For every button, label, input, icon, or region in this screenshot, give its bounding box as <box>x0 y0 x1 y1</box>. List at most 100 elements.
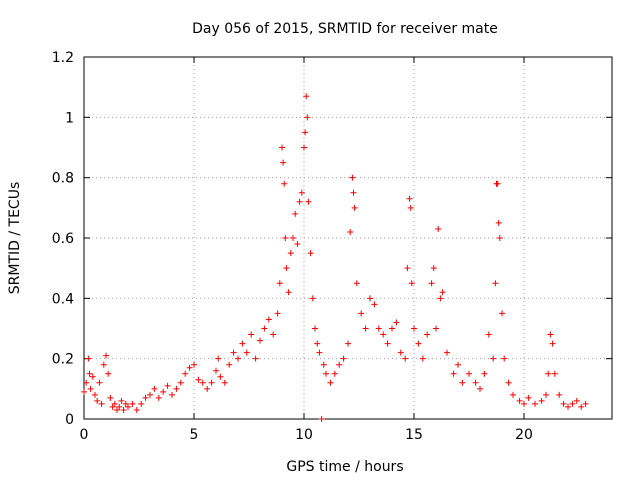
data-point <box>195 376 202 383</box>
data-point <box>302 129 309 136</box>
data-point <box>477 385 483 392</box>
data-point <box>433 325 439 332</box>
y-tick-label: 0.6 <box>52 231 74 247</box>
data-point <box>320 361 327 368</box>
data-point <box>204 385 211 392</box>
x-tick-labels: 0 5 10 15 20 <box>80 427 533 443</box>
data-point <box>407 204 414 211</box>
data-point <box>296 198 303 205</box>
data-point <box>455 361 461 368</box>
data-point <box>549 340 556 347</box>
data-point <box>125 403 131 410</box>
data-point <box>155 394 162 401</box>
y-tick-label: 0.8 <box>52 171 74 187</box>
data-point <box>294 241 301 248</box>
data-point <box>560 400 567 407</box>
data-point <box>252 355 259 362</box>
data-points <box>81 93 589 422</box>
x-tick-label: 20 <box>515 427 533 443</box>
data-point <box>83 379 90 386</box>
x-tick-label: 0 <box>80 427 89 443</box>
data-point <box>437 295 444 302</box>
data-point <box>235 355 241 362</box>
y-tick-label: 0.4 <box>52 291 74 307</box>
grid-lines <box>83 56 612 420</box>
data-point <box>525 394 532 401</box>
data-point <box>129 400 136 407</box>
y-tick-label: 0.2 <box>52 352 74 368</box>
data-point <box>182 370 189 377</box>
data-point <box>217 373 224 380</box>
data-point <box>261 325 268 332</box>
data-point <box>86 370 93 377</box>
data-point <box>307 250 314 257</box>
data-point <box>510 391 516 398</box>
data-point <box>582 400 589 407</box>
y-tick-label: 1 <box>65 110 74 126</box>
data-point <box>160 388 167 395</box>
y-axis-label: SRMTID / TECUs <box>7 182 23 295</box>
data-point <box>301 144 307 151</box>
data-point <box>389 325 395 332</box>
data-point <box>292 210 299 217</box>
data-point <box>481 370 488 377</box>
x-axis-label: GPS time / hours <box>286 459 403 475</box>
x-tick-label: 15 <box>405 427 423 443</box>
data-point <box>485 331 492 338</box>
data-point <box>103 352 109 359</box>
data-point <box>285 289 292 296</box>
data-point <box>521 400 527 407</box>
data-point <box>375 325 382 332</box>
data-point <box>556 391 563 398</box>
data-point <box>404 265 411 272</box>
data-point <box>351 204 358 211</box>
data-point <box>199 379 206 386</box>
data-point <box>105 370 112 377</box>
data-point <box>120 406 127 413</box>
data-point <box>569 400 576 407</box>
data-point <box>314 340 321 347</box>
data-point <box>402 355 409 362</box>
data-point <box>501 355 508 362</box>
data-point <box>444 349 450 356</box>
data-point <box>142 394 149 401</box>
data-point <box>547 331 554 338</box>
data-point <box>318 416 325 422</box>
data-point <box>221 379 228 386</box>
data-point <box>439 289 446 296</box>
data-point <box>186 364 193 371</box>
data-point <box>353 280 360 287</box>
data-point <box>424 331 431 338</box>
data-point <box>345 340 351 347</box>
data-point <box>350 189 357 196</box>
data-point <box>358 310 365 317</box>
data-point <box>147 391 153 398</box>
data-point <box>239 340 246 347</box>
data-point <box>276 280 283 287</box>
data-point <box>283 265 290 272</box>
data-point <box>331 370 338 377</box>
data-point <box>499 310 505 317</box>
data-point <box>505 379 512 386</box>
data-point <box>257 337 263 344</box>
data-point <box>116 403 123 410</box>
data-point <box>215 355 222 362</box>
data-point <box>305 198 312 205</box>
y-tick-label: 1.2 <box>52 50 74 66</box>
data-point <box>213 367 219 374</box>
data-point <box>411 325 417 332</box>
data-point <box>384 340 391 347</box>
data-point <box>87 385 94 392</box>
data-point <box>208 379 215 386</box>
x-tick-label: 10 <box>295 427 313 443</box>
data-point <box>282 235 289 241</box>
data-point <box>298 189 305 196</box>
data-point <box>545 370 552 377</box>
data-point <box>578 403 585 410</box>
data-point <box>565 403 571 410</box>
data-point <box>290 235 296 241</box>
data-point <box>243 349 250 356</box>
data-point <box>371 301 378 308</box>
data-point <box>490 355 497 362</box>
